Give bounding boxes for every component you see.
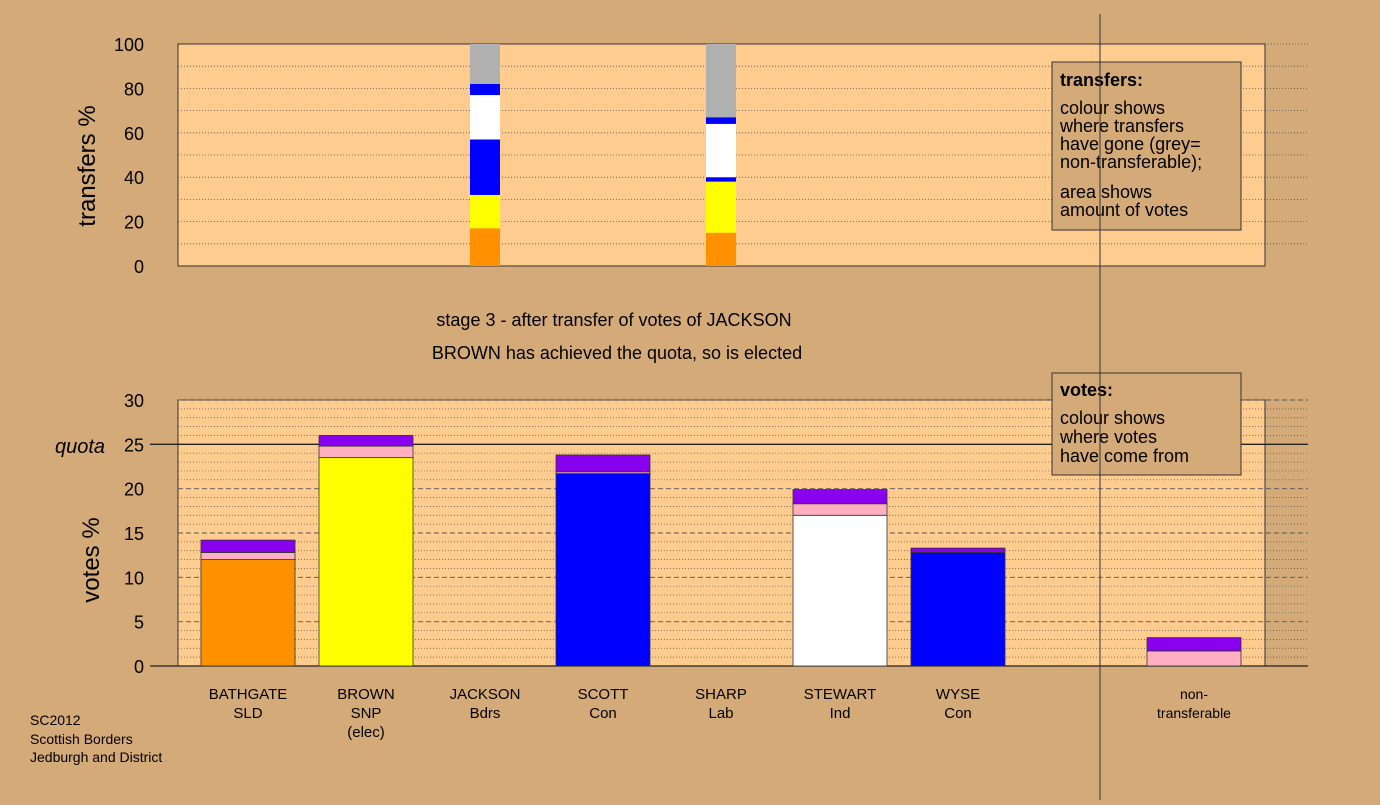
legend-votes: votes: colour shows where votes have com…	[1051, 372, 1242, 476]
category-label: BROWN	[337, 686, 395, 703]
category-label: transferable	[1157, 705, 1231, 721]
transfer-bar-segment	[706, 181, 736, 233]
vote-bar-segment	[792, 489, 888, 505]
category-label: SHARP	[695, 686, 747, 703]
legend-transfers-line: area shows	[1060, 182, 1152, 202]
category-label: Lab	[708, 705, 733, 722]
y-tick-label: 25	[124, 435, 144, 455]
footer-line: Jedburgh and District	[30, 749, 162, 765]
y-tick-label: 10	[124, 568, 144, 588]
y-tick-label: 5	[134, 613, 144, 633]
category-label: SLD	[233, 705, 262, 722]
category-label: Con	[589, 705, 617, 722]
legend-votes-line: have come from	[1060, 446, 1189, 466]
legend-transfers-line: where transfers	[1059, 116, 1184, 136]
y-tick-label: 80	[124, 79, 144, 99]
transfer-bar-segment	[470, 194, 500, 229]
transfers-gridlines	[178, 43, 1308, 245]
transfer-bar-segment	[706, 123, 736, 178]
transfer-bar-segment	[706, 177, 736, 182]
transfer-bar-segment	[706, 117, 736, 124]
votes-y-axis-label: votes %	[78, 517, 105, 602]
vote-bar-segment	[200, 552, 296, 560]
legend-votes-line: colour shows	[1060, 408, 1165, 428]
y-tick-label: 60	[124, 124, 144, 144]
votes-y-ticks: 0 5 10 15 20 25 30	[124, 391, 144, 677]
vote-bar-segment	[318, 457, 414, 667]
vote-bar-segment	[200, 559, 296, 667]
transfer-bar-segment	[706, 232, 736, 266]
stage-subheadline: BROWN has achieved the quota, so is elec…	[432, 343, 802, 363]
category-label: Con	[944, 705, 972, 722]
y-tick-label: 30	[124, 391, 144, 411]
category-label: STEWART	[804, 686, 877, 703]
vote-bar-segment	[1146, 637, 1242, 652]
transfers-y-axis-label: transfers %	[74, 105, 101, 226]
category-label: SCOTT	[578, 686, 629, 703]
y-tick-label: 0	[134, 257, 144, 277]
vote-bar-segment	[910, 552, 1006, 667]
y-tick-label: 20	[124, 480, 144, 500]
legend-transfers-line: colour shows	[1060, 98, 1165, 118]
category-label: JACKSON	[450, 686, 521, 703]
transfer-bar-segment	[706, 44, 736, 118]
legend-votes-line: where votes	[1059, 427, 1157, 447]
category-label: (elec)	[347, 724, 385, 741]
y-tick-label: 20	[124, 213, 144, 233]
vote-bar-segment	[555, 454, 651, 473]
category-label: non-	[1180, 686, 1208, 702]
transfers-bars	[470, 44, 736, 266]
legend-transfers: transfers: colour shows where transfers …	[1051, 61, 1242, 231]
category-label: WYSE	[936, 686, 980, 703]
legend-transfers-line: amount of votes	[1060, 200, 1188, 220]
y-tick-label: 15	[124, 524, 144, 544]
vote-bar-segment	[318, 435, 414, 447]
transfer-bar-segment	[470, 44, 500, 84]
y-tick-label: 0	[134, 657, 144, 677]
y-tick-label: 40	[124, 168, 144, 188]
vote-bar-segment	[200, 539, 296, 553]
transfer-bar-segment	[470, 83, 500, 96]
legend-transfers-title: transfers:	[1060, 70, 1143, 90]
quota-label: quota	[55, 436, 105, 458]
vote-bar-segment	[318, 445, 414, 459]
category-label: Ind	[830, 705, 851, 722]
legend-transfers-line: non-transferable);	[1060, 152, 1202, 172]
votes-category-labels: BATHGATE SLD BROWN SNP (elec) JACKSON Bdrs SCOT…	[209, 686, 1231, 741]
category-label: SNP	[351, 705, 382, 722]
footer-line: SC2012	[30, 712, 81, 728]
vote-bar-segment	[910, 547, 1006, 553]
footer-line: Scottish Borders	[30, 731, 133, 747]
category-label: Bdrs	[470, 705, 501, 722]
y-tick-label: 100	[114, 35, 144, 55]
legend-votes-title: votes:	[1060, 380, 1113, 400]
vote-bar-segment	[1146, 650, 1242, 667]
transfer-bar-segment	[470, 139, 500, 195]
transfer-bar-segment	[470, 95, 500, 140]
vote-bar-segment	[792, 503, 888, 516]
stage-headline: stage 3 - after transfer of votes of JAC…	[436, 310, 791, 330]
vote-bar-segment	[555, 473, 651, 667]
legend-transfers-line: have gone (grey=	[1060, 134, 1201, 154]
votes-bars	[200, 435, 1242, 667]
vote-bar-segment	[792, 514, 888, 667]
category-label: BATHGATE	[209, 686, 288, 703]
transfers-y-ticks: 0 20 40 60 80 100	[114, 35, 144, 277]
transfer-bar-segment	[470, 228, 500, 266]
